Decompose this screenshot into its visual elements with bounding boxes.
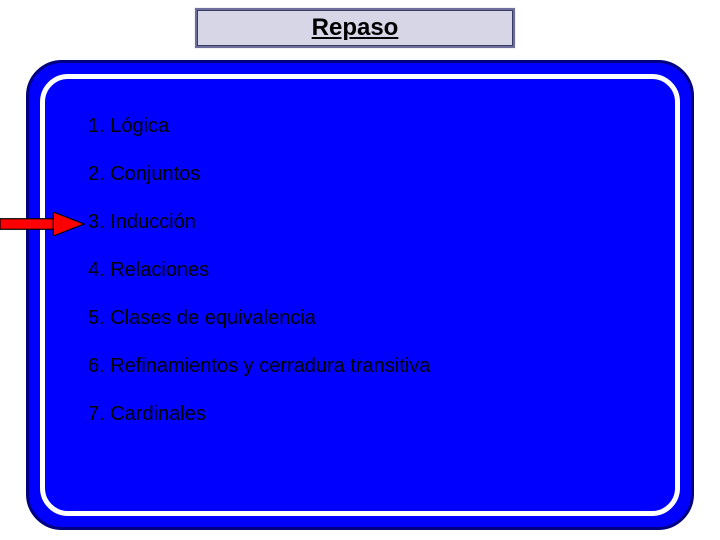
topic-list: 1. Lógica 2. Conjuntos 3. Inducción 4. Rela… [88, 116, 430, 452]
topic-item: 4. Relaciones [88, 260, 430, 280]
title-box: Repaso [195, 8, 515, 48]
pointer-arrow-icon [0, 212, 86, 236]
topic-item: 1. Lógica [88, 116, 430, 136]
topic-item: 5. Clases de equivalencia [88, 308, 430, 328]
topic-item: 7. Cardinales [88, 404, 430, 424]
title-text: Repaso [312, 14, 399, 41]
topic-item: 6. Refinamientos y cerradura transitiva [88, 356, 430, 376]
topic-item: 3. Inducción [88, 212, 430, 232]
topic-item: 2. Conjuntos [88, 164, 430, 184]
